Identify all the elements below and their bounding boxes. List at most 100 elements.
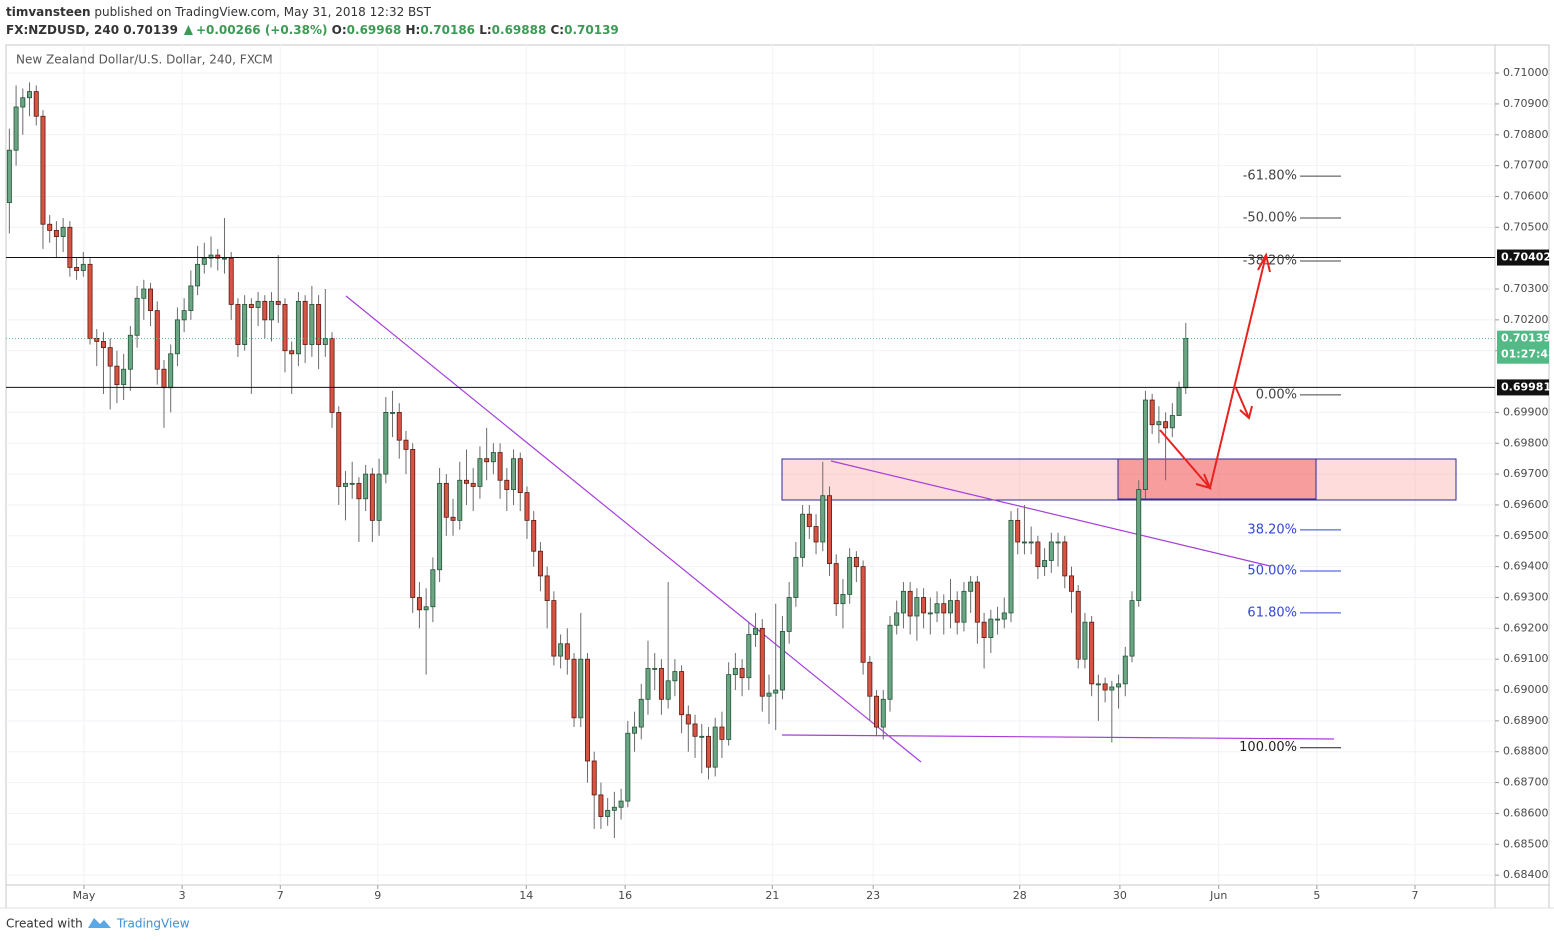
candle-body: [665, 680, 671, 700]
candle-body: [369, 473, 375, 521]
candle-body: [1048, 541, 1054, 561]
h-value: 0.70186: [420, 23, 475, 37]
candle-body: [867, 661, 873, 697]
candle-body: [1015, 519, 1021, 543]
candle-body: [1149, 399, 1155, 426]
candle-body: [215, 254, 221, 259]
candle-body: [322, 337, 328, 345]
candle-body: [921, 597, 927, 614]
y-tick-label: 0.69400: [1503, 560, 1549, 573]
candle-body: [437, 482, 443, 571]
candle-body: [900, 590, 906, 614]
x-tick-label: 9: [374, 889, 381, 902]
candle-body: [692, 723, 698, 737]
candle-body: [309, 304, 315, 345]
candle-body: [497, 452, 503, 481]
candles: [6, 82, 1189, 839]
x-tick-label: 23: [866, 889, 880, 902]
y-tick-label: 0.70700: [1503, 159, 1549, 172]
candle-body: [712, 726, 718, 768]
candle-body: [13, 106, 19, 151]
candle-body: [490, 452, 496, 463]
candle-body: [766, 692, 772, 697]
candle-body: [672, 671, 678, 682]
candle-body: [1095, 683, 1101, 686]
candle-body: [894, 612, 900, 626]
candle-body: [33, 91, 39, 117]
candle-body: [625, 732, 631, 802]
candle-body: [463, 479, 469, 484]
candle-body: [1116, 683, 1122, 688]
candle-body: [269, 300, 275, 321]
candle-body: [47, 223, 53, 231]
candle-body: [511, 458, 517, 490]
projection-arrows: [1159, 252, 1271, 491]
candle-body: [995, 618, 1001, 621]
y-tick-label: 0.71000: [1503, 66, 1549, 79]
candle-body: [517, 458, 523, 494]
candle-body: [20, 97, 26, 108]
candle-body: [282, 304, 288, 352]
y-tick-label: 0.68400: [1503, 868, 1549, 881]
candle-body: [74, 267, 80, 271]
y-tick-label: 0.69200: [1503, 621, 1549, 634]
y-tick-label: 0.69000: [1503, 683, 1549, 696]
fib-label: 50.00%: [1247, 563, 1297, 578]
candle-body: [685, 714, 691, 725]
last-price-label: 0.70139: [1501, 332, 1551, 345]
candle-body: [484, 458, 490, 463]
candle-body: [813, 526, 819, 543]
candle-body: [349, 482, 355, 485]
candle-body: [168, 353, 174, 389]
candle-body: [679, 671, 685, 716]
candle-body: [221, 257, 227, 260]
candle-body: [658, 668, 664, 700]
candle-body: [174, 319, 180, 355]
candle-body: [887, 624, 893, 700]
candle-body: [1042, 560, 1048, 568]
candle-body: [954, 600, 960, 623]
y-tick-label: 0.70900: [1503, 97, 1549, 110]
candle-body: [611, 806, 617, 811]
candle-body: [638, 698, 644, 728]
l-label: L:: [479, 23, 491, 37]
x-tick-label: Jun: [1209, 889, 1227, 902]
c-label: C:: [551, 23, 565, 37]
candle-body: [1001, 612, 1007, 620]
candle-body: [1169, 415, 1175, 429]
candle-body: [1122, 655, 1128, 685]
arrow-head: [1257, 252, 1271, 273]
candle-body: [1069, 575, 1074, 592]
candle-body: [699, 735, 705, 738]
grid: 0.68400 0.68500 0.68600 0.68700 0.68800 0.689…: [6, 45, 1549, 902]
footer-created: Created with: [6, 917, 83, 931]
candle-body: [396, 412, 402, 441]
candle-body: [706, 735, 711, 768]
candle-body: [390, 412, 396, 414]
footer-brand[interactable]: TradingView: [116, 917, 190, 931]
candle-body: [53, 229, 59, 237]
candle-body: [329, 337, 335, 413]
candle-body: [941, 603, 947, 614]
candle-body: [316, 304, 322, 345]
candle-body: [504, 479, 510, 490]
candle-body: [645, 668, 651, 700]
candle-body: [739, 668, 745, 679]
candle-body: [907, 590, 913, 617]
candle-body: [632, 726, 638, 734]
price-tag-label: 0.69981: [1501, 380, 1551, 393]
change: +0.00266 (+0.38%): [196, 23, 328, 37]
candle-body: [1089, 621, 1095, 685]
y-tick-label: 0.69700: [1503, 467, 1549, 480]
candle-body: [793, 556, 799, 598]
candle-body: [235, 304, 241, 345]
y-tick-label: 0.69300: [1503, 590, 1549, 603]
y-tick-label: 0.69900: [1503, 405, 1549, 418]
author[interactable]: timvansteen: [6, 5, 91, 19]
fib-label: -38.20%: [1243, 253, 1297, 268]
symbol-line: FX:NZDUSD, 240 0.70139 +0.00266 (+0.38%) …: [6, 23, 619, 37]
candle-body: [1163, 421, 1169, 429]
candle-body: [1129, 600, 1135, 657]
candle-body: [1136, 489, 1142, 601]
candle-body: [779, 631, 785, 691]
